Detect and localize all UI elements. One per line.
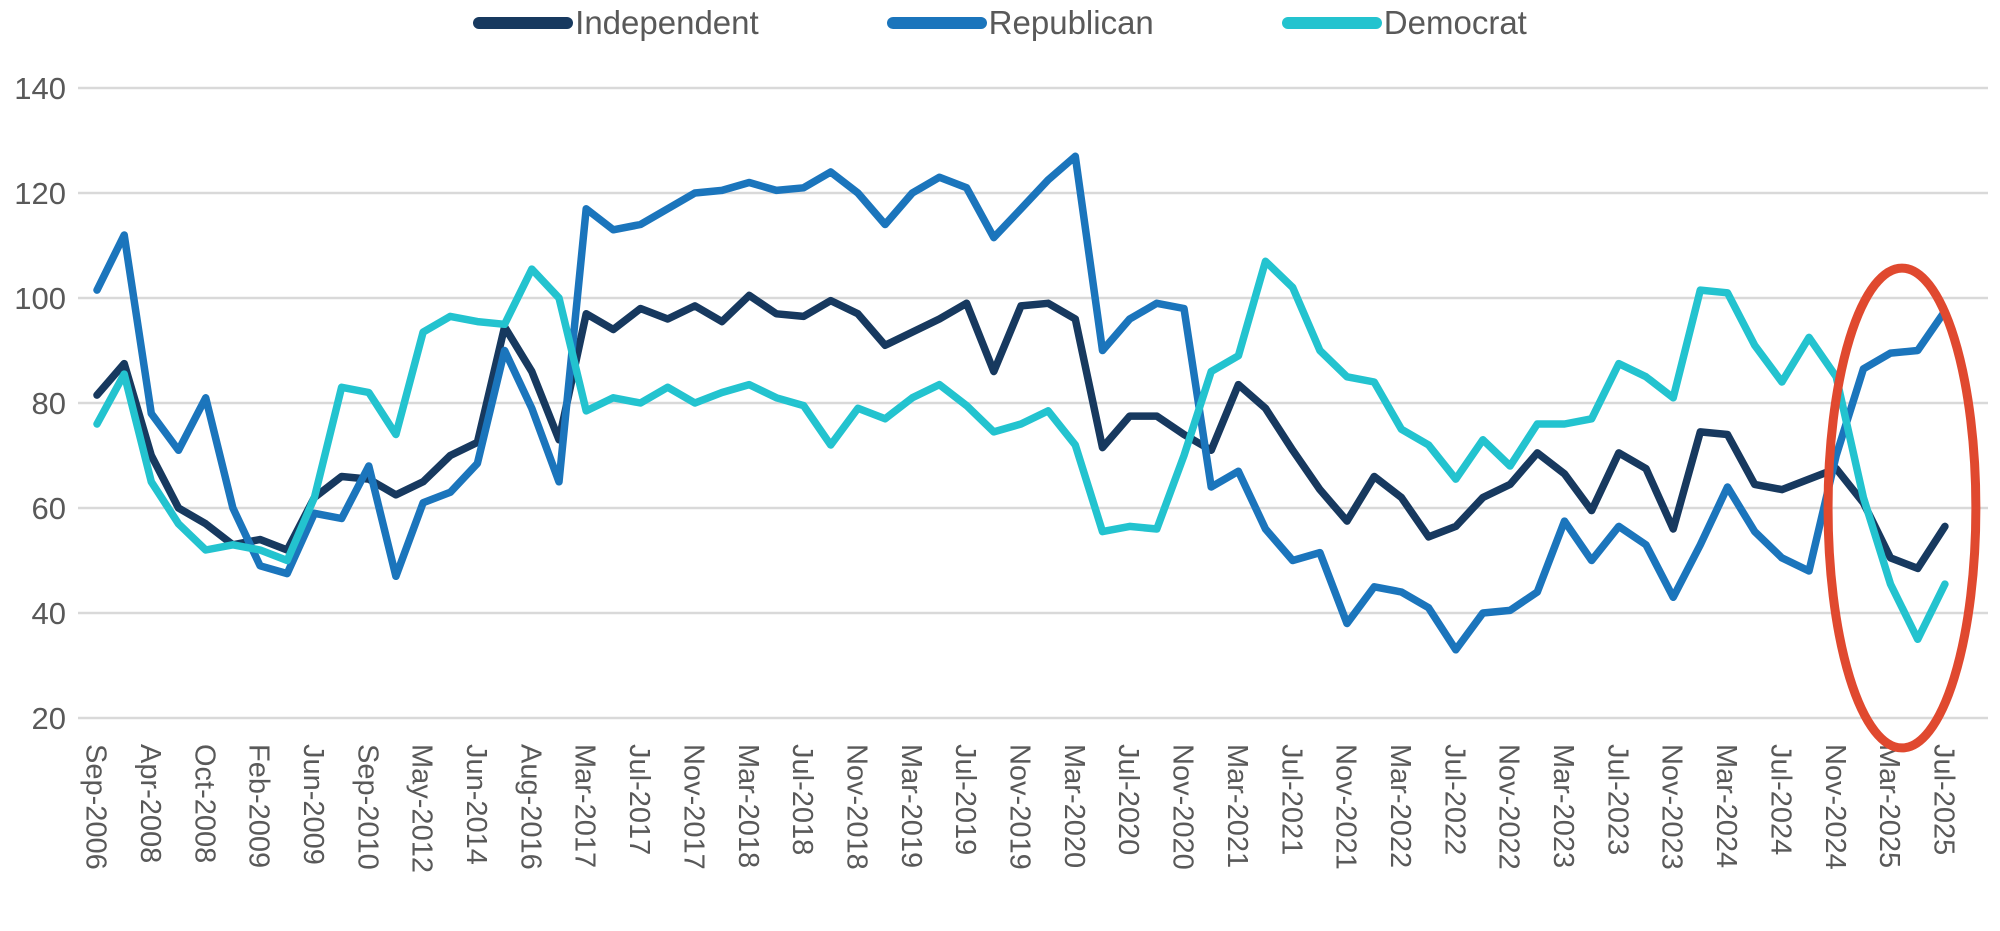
x-tick-label-Jul-2025: Jul-2025 (1927, 744, 1959, 855)
x-tick-label-Nov-2017: Nov-2017 (677, 744, 709, 870)
x-tick-label-Nov-2020: Nov-2020 (1167, 744, 1199, 870)
y-tick-label-140: 140 (14, 71, 66, 106)
x-tick-label-Jul-2022: Jul-2022 (1438, 744, 1470, 855)
x-tick-label-Nov-2023: Nov-2023 (1656, 744, 1688, 870)
democrat-line (93, 257, 1949, 644)
x-tick-label-Sep-2006: Sep-2006 (80, 744, 112, 870)
x-tick-label-Nov-2022: Nov-2022 (1493, 744, 1525, 870)
legend-item-democrat: Democrat (1281, 4, 1527, 42)
legend-swatch-republican (886, 17, 987, 29)
x-tick-label-Mar-2024: Mar-2024 (1710, 744, 1742, 868)
x-tick-label-Mar-2017: Mar-2017 (569, 744, 601, 868)
legend-swatch-independent (473, 17, 574, 29)
x-tick-label-Oct-2008: Oct-2008 (188, 744, 220, 863)
y-tick-label-20: 20 (32, 701, 66, 736)
x-tick-label-Mar-2018: Mar-2018 (732, 744, 764, 868)
x-tick-label-May-2012: May-2012 (406, 744, 438, 873)
y-tick-label-120: 120 (14, 176, 66, 211)
x-tick-label-Nov-2021: Nov-2021 (1330, 744, 1362, 870)
x-tick-label-Apr-2008: Apr-2008 (134, 744, 166, 863)
x-tick-label-Nov-2024: Nov-2024 (1819, 744, 1851, 870)
x-axis-labels: Sep-2006 Apr-2008 Oct-2008 Feb-2009 Jun-2009… (80, 744, 1960, 873)
gridlines (78, 86, 1988, 720)
highlight-ellipse (1823, 263, 1981, 753)
x-tick-label-Mar-2020: Mar-2020 (1058, 744, 1090, 868)
legend-swatch-democrat (1281, 17, 1382, 29)
chart-legend: Independent Republican Democrat (0, 4, 2000, 42)
y-tick-label-40: 40 (32, 596, 66, 631)
x-tick-label-Jul-2021: Jul-2021 (1275, 744, 1307, 855)
x-tick-label-Jul-2024: Jul-2024 (1764, 744, 1796, 855)
y-tick-label-80: 80 (32, 386, 66, 421)
x-tick-label-Sep-2010: Sep-2010 (351, 744, 383, 870)
y-tick-label-100: 100 (14, 281, 66, 316)
independent-line (93, 291, 1949, 573)
x-tick-label-Jul-2023: Jul-2023 (1601, 744, 1633, 855)
x-tick-label-Jun-2014: Jun-2014 (460, 744, 492, 865)
x-tick-label-Mar-2023: Mar-2023 (1547, 744, 1579, 868)
legend-item-independent: Independent (473, 4, 759, 42)
republican-line (93, 152, 1949, 654)
x-tick-label-Jun-2009: Jun-2009 (297, 744, 329, 865)
x-tick-label-Nov-2018: Nov-2018 (840, 744, 872, 870)
legend-item-republican: Republican (886, 4, 1154, 42)
legend-label-democrat: Democrat (1383, 4, 1527, 41)
x-tick-label-Jul-2019: Jul-2019 (949, 744, 981, 855)
x-tick-label-Aug-2016: Aug-2016 (514, 744, 546, 870)
x-tick-label-Jul-2020: Jul-2020 (1112, 744, 1144, 855)
legend-label-independent: Independent (575, 4, 759, 41)
x-tick-label-Jul-2018: Jul-2018 (786, 744, 818, 855)
x-tick-label-Nov-2019: Nov-2019 (1004, 744, 1036, 870)
x-tick-label-Mar-2022: Mar-2022 (1384, 744, 1416, 868)
y-tick-label-60: 60 (32, 491, 66, 526)
x-tick-label-Jul-2017: Jul-2017 (623, 744, 655, 855)
legend-label-republican: Republican (988, 4, 1154, 41)
x-tick-label-Mar-2025: Mar-2025 (1873, 744, 1905, 868)
x-tick-label-Feb-2009: Feb-2009 (243, 744, 275, 868)
x-tick-label-Mar-2019: Mar-2019 (895, 744, 927, 868)
y-axis-labels: 140 120 100 80 60 40 20 (14, 71, 66, 736)
x-tick-label-Mar-2021: Mar-2021 (1221, 744, 1253, 868)
